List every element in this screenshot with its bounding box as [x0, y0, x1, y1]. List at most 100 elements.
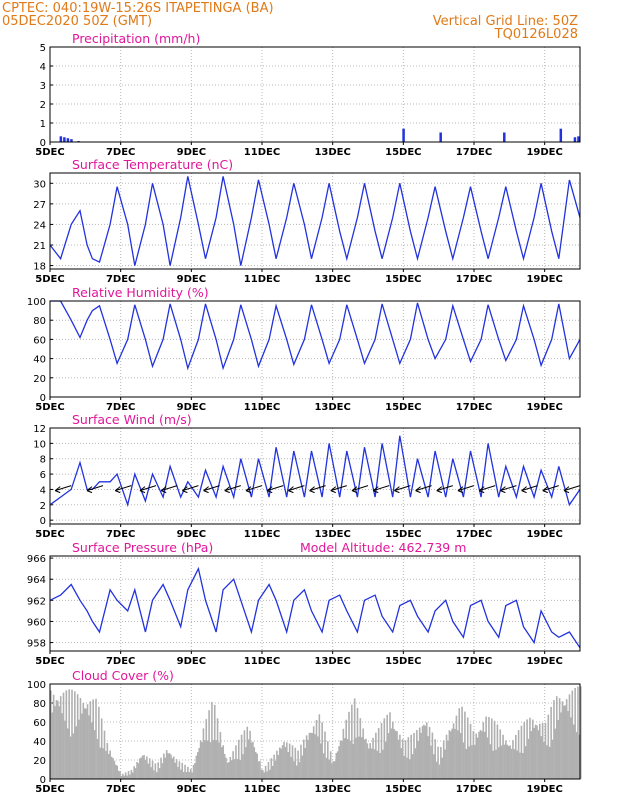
header-model: TQ0126L028	[494, 27, 578, 42]
cloud-bar	[240, 734, 243, 779]
cloud-bar	[256, 753, 258, 779]
cloud-bar	[232, 751, 234, 779]
x-tick-label: 13DEC	[314, 274, 350, 285]
cloud-bar	[377, 727, 380, 779]
cloud-bar	[74, 691, 76, 779]
cloud-bar	[209, 742, 212, 779]
cloud-bar	[513, 749, 516, 779]
cloud-bar	[397, 739, 400, 779]
cloud-bar	[98, 706, 100, 779]
cloud-bar	[312, 726, 315, 779]
temp-series-line	[49, 176, 581, 266]
cloud-bar	[553, 700, 555, 779]
cloud-bar	[116, 765, 119, 779]
cloud-bar	[201, 742, 203, 779]
cloud-bar	[250, 742, 253, 779]
wind-arrow	[182, 485, 199, 494]
x-tick-label: 17DEC	[456, 784, 492, 795]
cloud-bar	[455, 715, 458, 779]
cloud-bar	[359, 718, 362, 779]
y-tick-label: 964	[27, 575, 46, 586]
cloud-bar	[358, 736, 360, 779]
cloud-bar	[283, 741, 285, 779]
cloud-bar	[257, 761, 260, 779]
cloud-bar	[502, 734, 504, 779]
y-tick-label: 80	[33, 699, 46, 710]
cloud-bar	[270, 758, 273, 779]
cloud-bar	[102, 748, 104, 779]
cloud-bar	[254, 752, 257, 779]
x-tick-label: 9DEC	[177, 147, 206, 158]
cloud-bar	[536, 725, 538, 779]
cloud-bar	[394, 730, 397, 779]
cloud-bar	[266, 771, 268, 779]
cloud-bar	[218, 742, 220, 779]
cloud-bar	[52, 694, 55, 779]
cloud-bar	[366, 743, 369, 779]
cloud-bar	[475, 733, 478, 779]
cloud-bar	[369, 743, 372, 779]
cloud-bar	[89, 701, 92, 779]
wind-arrow	[288, 485, 305, 494]
rh-series-line	[50, 300, 581, 371]
x-tick-label: 15DEC	[385, 274, 421, 285]
cloud-bar	[485, 716, 487, 779]
x-tick-label: 13DEC	[314, 529, 350, 540]
cloud-bar	[319, 743, 322, 779]
cloud-bar	[126, 775, 128, 779]
cloud-bar	[370, 748, 373, 779]
cloud-bar	[58, 706, 61, 779]
cloud-bar	[243, 730, 246, 779]
cloud-bar	[252, 741, 254, 779]
cloud-bar	[452, 723, 455, 779]
x-tick-label: 19DEC	[526, 656, 562, 667]
cloud-bar	[325, 757, 328, 779]
x-tick-label: 7DEC	[106, 147, 135, 158]
y-tick-label: 960	[27, 617, 46, 628]
cloud-bar	[154, 763, 157, 779]
x-tick-label: 19DEC	[526, 784, 562, 795]
y-tick-label: 21	[33, 241, 46, 252]
cloud-bar	[373, 749, 376, 779]
wind-arrow	[224, 485, 241, 494]
cloud-bar	[561, 701, 564, 779]
cloud-bar	[379, 752, 381, 779]
cloud-bar	[212, 739, 215, 779]
cloud-bar	[476, 737, 479, 779]
cloud-bar	[242, 754, 244, 779]
cloud-bar	[172, 756, 175, 779]
cloud-bar	[140, 757, 143, 779]
precip-title: Precipitation (mm/h)	[72, 31, 200, 46]
cloud-bar	[196, 752, 199, 779]
cloud-bar	[109, 750, 111, 779]
cloud-bar	[472, 731, 475, 779]
cloud-bar	[519, 752, 521, 779]
cloud-bar	[160, 757, 162, 779]
cloud-bar	[498, 747, 500, 779]
cloud-bar	[500, 745, 503, 779]
cloud-bar	[314, 734, 316, 779]
cloud-bar	[216, 718, 219, 779]
cloud-bar	[495, 749, 497, 779]
cloud-bar	[157, 762, 160, 779]
cloud-bar	[530, 731, 533, 779]
cloud-bar	[65, 690, 68, 779]
cloud-bar	[466, 717, 469, 779]
cloud-bar	[386, 714, 388, 779]
cloud-bar	[83, 708, 86, 779]
x-tick-label: 19DEC	[526, 147, 562, 158]
x-tick-label: 17DEC	[456, 529, 492, 540]
cloud-bar	[291, 745, 294, 779]
precip-bar	[559, 128, 563, 142]
cloud-bar	[459, 732, 462, 779]
precip-bar	[402, 128, 405, 142]
cloud-bar	[363, 739, 366, 779]
y-tick-label: 30	[33, 179, 46, 190]
cloud-bar	[107, 754, 110, 779]
cloud-bar	[59, 696, 62, 779]
cloud-bar	[194, 763, 196, 779]
cloud-bar	[119, 771, 121, 779]
cloud-bar	[435, 761, 438, 779]
cloud-bar	[458, 708, 461, 779]
